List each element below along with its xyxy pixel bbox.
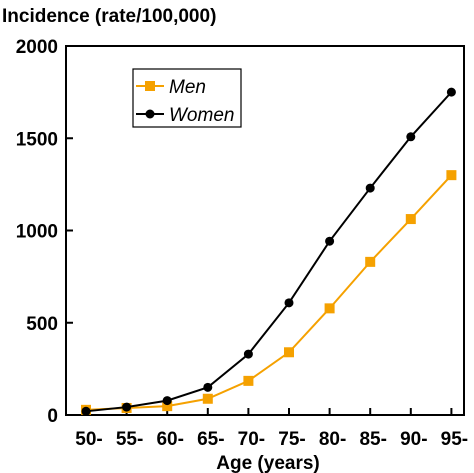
x-tick-label: 50- bbox=[75, 429, 102, 450]
x-tick-label: 55- bbox=[116, 429, 143, 450]
data-point-men bbox=[405, 214, 416, 225]
data-point-men bbox=[324, 303, 335, 314]
data-point-women bbox=[365, 183, 375, 193]
legend-women-label: Women bbox=[169, 105, 234, 126]
data-point-men bbox=[243, 375, 254, 386]
y-tick-label: 0 bbox=[47, 406, 58, 427]
x-tick-label: 60- bbox=[156, 429, 183, 450]
data-point-men bbox=[162, 401, 173, 412]
data-point-women bbox=[284, 298, 294, 308]
x-tick-label: 80- bbox=[319, 429, 346, 450]
plot-frame bbox=[65, 45, 465, 416]
x-axis: 50- 55- 60- 65- 70- 75- 80- 85- 90- 95- bbox=[75, 408, 468, 450]
data-point-men bbox=[202, 393, 213, 404]
chart-title: Incidence (rate/100,000) bbox=[2, 6, 216, 27]
legend-men-label: Men bbox=[169, 77, 206, 98]
y-tick-label: 2000 bbox=[16, 37, 58, 58]
data-point-women bbox=[81, 406, 91, 416]
x-tick-label: 70- bbox=[238, 429, 265, 450]
y-tick-label: 500 bbox=[26, 314, 58, 335]
x-tick-label: 75- bbox=[278, 429, 305, 450]
data-point-women bbox=[162, 396, 172, 406]
series-line-women bbox=[85, 91, 453, 413]
data-point-women bbox=[325, 236, 335, 246]
x-tick-label: 95- bbox=[441, 429, 468, 450]
data-point-men bbox=[284, 347, 294, 358]
data-point-women bbox=[406, 132, 416, 142]
data-point-women bbox=[122, 402, 132, 412]
x-axis-label: Age (years) bbox=[216, 453, 320, 473]
x-tick-label: 65- bbox=[197, 429, 224, 450]
y-tick-label: 1000 bbox=[16, 222, 58, 243]
x-tick-label: 85- bbox=[359, 429, 386, 450]
data-point-men bbox=[365, 256, 376, 267]
legend: Men Women bbox=[132, 68, 242, 128]
y-axis: 0 500 1000 1500 2000 bbox=[16, 37, 73, 427]
data-point-women bbox=[446, 87, 456, 97]
series-line-men bbox=[85, 174, 453, 411]
y-tick-label: 1500 bbox=[16, 129, 58, 150]
legend-men-marker bbox=[145, 81, 155, 91]
data-point-men bbox=[446, 170, 457, 181]
data-point-women bbox=[243, 349, 253, 359]
x-tick-label: 90- bbox=[400, 429, 427, 450]
data-point-women bbox=[203, 382, 213, 392]
series-layer bbox=[81, 87, 457, 416]
legend-women-marker bbox=[145, 109, 155, 119]
plot-area bbox=[65, 45, 465, 416]
